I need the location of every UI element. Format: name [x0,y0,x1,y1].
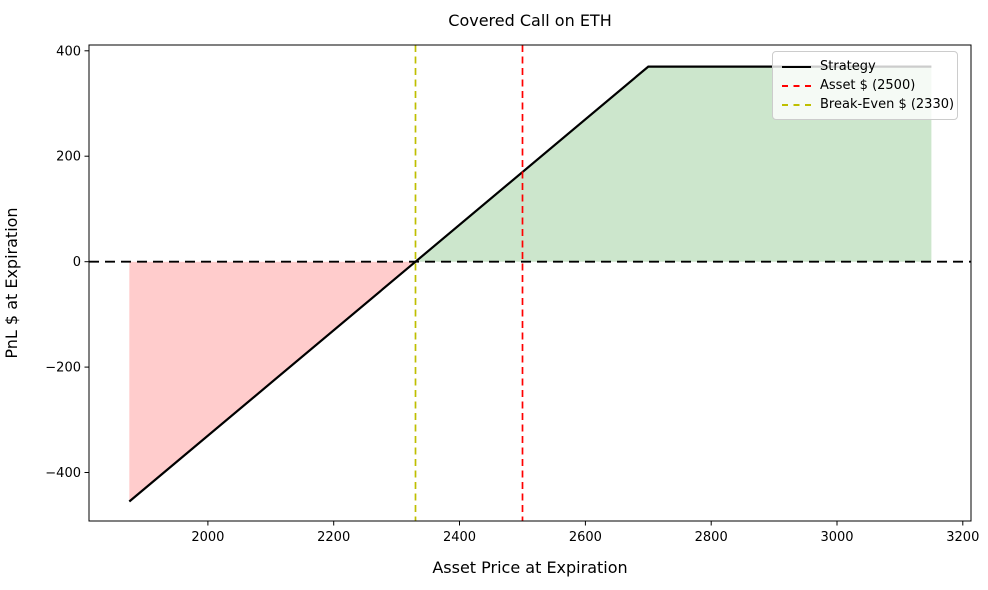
y-tick-label: 200 [56,150,81,165]
chart-title: Covered Call on ETH [448,11,611,30]
x-tick-label: 2000 [191,530,224,545]
strategy-line-sample [782,65,811,68]
y-tick-label: −400 [45,466,81,481]
legend-label: Break-Even $ (2330) [820,97,955,112]
y-tick-label: 400 [56,44,81,59]
x-tick-label: 2800 [695,530,728,545]
asset-price-line-sample [782,84,811,87]
x-axis-label: Asset Price at Expiration [432,558,627,577]
break-even-line-sample [782,103,811,106]
x-tick-label: 3200 [946,530,979,545]
x-tick-label: 3000 [820,530,853,545]
x-tick-label: 2600 [569,530,602,545]
legend-item-break-even: Break-Even $ (2330) [782,95,954,114]
x-tick-label: 2400 [443,530,476,545]
legend: Strategy Asset $ (2500) Break-Even $ (23… [772,51,958,120]
axes-frame [88,44,972,522]
legend-item-strategy: Strategy [782,57,948,76]
legend-item-asset-price: Asset $ (2500) [782,76,948,95]
legend-label: Strategy [820,59,876,74]
y-tick-label: −200 [45,361,81,376]
y-axis-label: PnL $ at Expiration [2,207,21,358]
legend-label: Asset $ (2500) [820,78,916,93]
x-tick-label: 2200 [317,530,350,545]
y-tick-label: 0 [73,255,81,270]
